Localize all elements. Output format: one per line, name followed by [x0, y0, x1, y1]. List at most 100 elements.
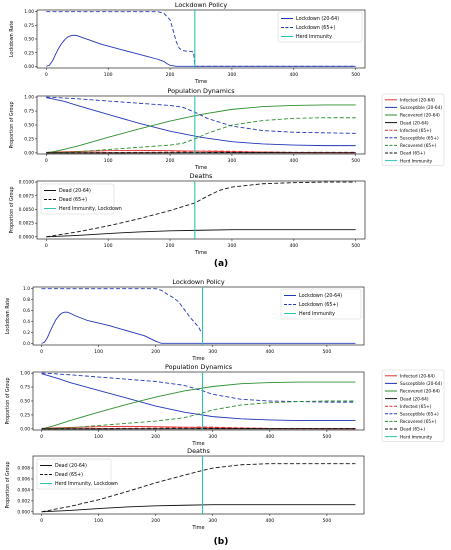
chart-title: Lockdown Policy — [172, 278, 224, 286]
y-tick-label: 0.50 — [20, 399, 30, 405]
y-tick-label: 0.004 — [17, 488, 30, 494]
legend-label: Dead (65+) — [55, 472, 83, 478]
legend-box — [277, 11, 363, 43]
x-tick-label: 200 — [151, 518, 160, 524]
y-tick-label: 0.50 — [24, 123, 34, 129]
legend-label: Dead (20-64) — [59, 188, 91, 194]
x-tick-label: 400 — [289, 72, 298, 78]
x-tick-label: 0 — [40, 518, 43, 524]
y-tick-label: 0.75 — [24, 109, 34, 115]
chart-title: Deaths — [190, 172, 213, 180]
x-axis-label: Time — [191, 441, 204, 447]
legend-label: Lockdown (65+) — [299, 302, 338, 308]
legend-label: Lockdown (20-64) — [296, 16, 339, 22]
y-tick-label: 1.0 — [23, 286, 30, 292]
x-tick-label: 500 — [323, 518, 332, 524]
x-tick-label: 400 — [289, 158, 298, 164]
x-tick-label: 300 — [208, 349, 217, 355]
legend-label: Infected (65+) — [400, 404, 432, 410]
plot-area — [41, 456, 356, 514]
legend-label: Recovered (65+) — [400, 143, 437, 149]
x-axis-label: Time — [191, 356, 204, 362]
y-tick-label: 0.25 — [24, 50, 34, 56]
series-lockdown-20-64 — [46, 34, 356, 67]
series-susceptible-20-64 — [41, 373, 356, 421]
plot-frame — [36, 180, 366, 240]
x-tick-label: 100 — [104, 243, 113, 249]
chart-3-lockdown-policy: Lockdown Policy 0 100 200 300 400 500 0.0 0.2 0.4… — [5, 278, 365, 362]
x-tick-label: 200 — [166, 243, 175, 249]
chart-1-population-dynamics: Population Dynamics 0 100 200 300 400 500 0.00 0… — [9, 87, 366, 171]
series-recovered-65-dashed — [46, 117, 356, 154]
plot-area — [46, 10, 356, 68]
y-axis-label: Proportion of Group — [9, 101, 15, 148]
plot-area — [46, 181, 356, 239]
panel-label-a: (a) — [214, 259, 228, 269]
x-tick-label: 200 — [151, 349, 160, 355]
x-tick-label: 400 — [265, 434, 274, 440]
y-tick-label: 0.8 — [23, 297, 30, 303]
legend-box — [36, 458, 112, 490]
plot-area — [41, 372, 356, 430]
legend-label: Herd Immunity — [400, 158, 433, 164]
x-tick-label: 500 — [351, 243, 360, 249]
y-tick-label: 0.0000 — [19, 234, 35, 240]
legend-box — [381, 93, 445, 166]
x-tick-label: 400 — [265, 518, 274, 524]
y-tick-label: 0.00 — [20, 426, 30, 432]
chart-title: Deaths — [187, 447, 210, 455]
legend-label: Lockdown (20-64) — [299, 293, 342, 299]
legend: Lockdown (20-64) Lockdown (65+) Herd Immun… — [280, 288, 362, 320]
legend-box — [40, 183, 115, 215]
series-dead-20-64 — [46, 229, 356, 238]
y-tick-label: 0.0 — [23, 341, 30, 347]
legend-label: Herd Immunity — [296, 34, 332, 40]
legend-label: Herd Immunity, Lockdown — [59, 206, 122, 212]
x-tick-label: 300 — [228, 158, 237, 164]
x-tick-label: 0 — [45, 243, 48, 249]
series-dead-65-dashed — [46, 181, 356, 238]
y-tick-label: 1.00 — [24, 95, 34, 101]
x-axis-label: Time — [191, 525, 204, 531]
chart-0-lockdown-policy: Lockdown Policy 0 100 200 300 400 500 0.00 0.25 0… — [9, 1, 366, 85]
y-tick-label: 0.25 — [20, 413, 30, 419]
chart-5-deaths: Deaths 0 100 200 300 400 500 0.000 0.002 0.004 0.0… — [5, 447, 365, 531]
x-tick-label: 0 — [40, 434, 43, 440]
x-tick-label: 100 — [94, 434, 103, 440]
x-tick-label: 500 — [351, 158, 360, 164]
legend: Lockdown (20-64) Lockdown (65+) Herd Immun… — [277, 11, 363, 43]
y-tick-label: 0.0025 — [19, 221, 35, 227]
plot-frame — [32, 286, 365, 346]
y-tick-label: 0.6 — [23, 308, 30, 314]
legend: Dead (20-64) Dead (65+) Herd Immunity, Loc… — [40, 183, 122, 215]
series-lockdown-65-dashed — [41, 288, 202, 333]
chart-title: Lockdown Policy — [175, 1, 227, 9]
plot-frame — [32, 455, 365, 515]
legend-label: Susceptible (20-64) — [400, 105, 442, 111]
legend-label: Dead (20-64) — [400, 120, 429, 126]
x-tick-label: 200 — [166, 72, 175, 78]
x-axis-label: Time — [194, 250, 207, 256]
y-tick-label: 0.50 — [24, 37, 34, 43]
x-tick-label: 500 — [323, 349, 332, 355]
x-tick-label: 100 — [104, 72, 113, 78]
legend: Infected (20-64)Susceptible (20-64) Recov… — [381, 369, 445, 442]
y-tick-label: 0.75 — [20, 385, 30, 391]
series-infected-65-dashed — [41, 426, 356, 430]
x-tick-label: 100 — [104, 158, 113, 164]
series-dead-20-64 — [41, 504, 356, 513]
legend-label: Lockdown (65+) — [296, 25, 335, 31]
legend-label: Dead (65+) — [400, 151, 425, 157]
y-axis-label: Lockdown Rate — [5, 298, 11, 334]
y-tick-label: 0.002 — [17, 498, 30, 504]
y-tick-label: 0.000 — [17, 509, 30, 515]
series-recovered-65-dashed — [41, 400, 356, 430]
x-tick-label: 400 — [289, 243, 298, 249]
plot-area — [46, 96, 356, 154]
chart-title: Population Dynamics — [165, 363, 233, 371]
y-tick-label: 0.00 — [24, 150, 34, 156]
x-tick-label: 100 — [94, 349, 103, 355]
y-axis-label: Proportion of Group — [5, 461, 11, 508]
y-tick-label: 0.0100 — [19, 180, 35, 186]
x-tick-label: 300 — [208, 518, 217, 524]
